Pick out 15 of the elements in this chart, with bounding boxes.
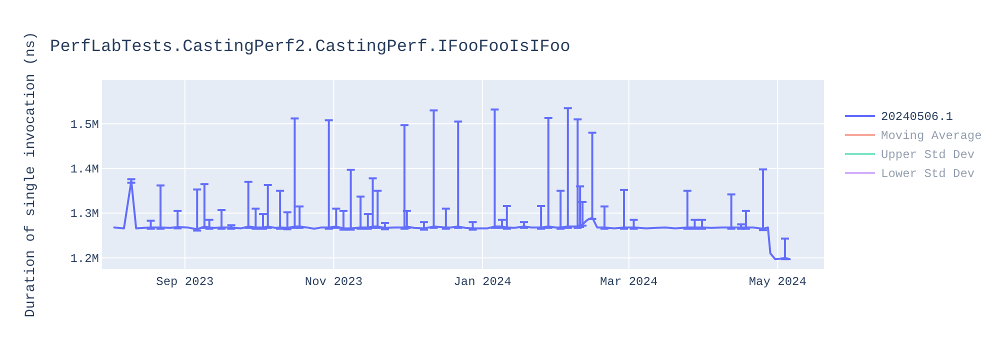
y-axis-title: Duration of single invocation (ns) [23,32,39,318]
chart-title: PerfLabTests.CastingPerf2.CastingPerf.IFooFooIsIFoo [50,38,570,57]
legend-label: Lower Std Dev [881,167,975,181]
x-tick-label: Sep 2023 [156,275,214,289]
x-tick-label: May 2024 [748,275,806,289]
legend-label: Upper Std Dev [881,148,975,162]
x-tick-label: Mar 2024 [600,275,658,289]
y-tick-label: 1.3M [70,207,99,222]
y-tick-label: 1.4M [70,162,99,176]
y-tick-label: 1.2M [70,252,99,266]
y-tick-label: 1.5M [70,118,99,132]
legend-label: 20240506.1 [881,110,954,124]
legend-label: Moving Average [881,129,982,143]
x-tick-label: Nov 2023 [304,275,363,289]
x-tick-label: Jan 2024 [454,275,512,289]
